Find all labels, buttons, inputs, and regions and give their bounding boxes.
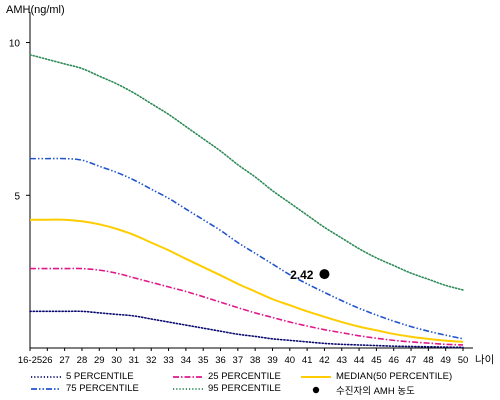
x-tick-label: 45 <box>371 355 382 366</box>
legend-label: 5 PERCENTILE <box>66 371 134 382</box>
x-tick-label: 26 <box>42 355 53 366</box>
legend-label: 25 PERCENTILE <box>208 371 281 382</box>
series-line-5-percentile <box>29 310 464 349</box>
legend-swatch <box>173 375 203 378</box>
patient-amh-value-label: 2.42 <box>290 268 314 282</box>
x-tick-label: 47 <box>406 355 417 366</box>
legend-swatch <box>312 386 320 394</box>
point-layer: 2.42 <box>290 268 330 282</box>
x-tick-label: 38 <box>250 355 261 366</box>
legend-label: MEDIAN(50 PERCENTILE) <box>336 371 453 382</box>
x-tick-label: 35 <box>198 355 209 366</box>
x-tick-label: 30 <box>111 355 122 366</box>
legend-label: 수진자의 AMH 농도 <box>336 386 415 397</box>
x-tick-label: 46 <box>388 355 399 366</box>
ticks: 5 10 16-25 26 27 28 29 30 31 32 33 34 35 36 37 38 39 40 41… <box>9 39 494 366</box>
x-tick-label: 36 <box>215 355 226 366</box>
x-tick-label: 39 <box>267 355 278 366</box>
legend-item: 5 PERCENTILE <box>30 371 134 382</box>
series-line-95-percentile <box>29 53 464 291</box>
x-tick-label: 41 <box>302 355 313 366</box>
legend-item: 95 PERCENTILE <box>172 383 281 394</box>
y-axis-label: AMH(ng/ml) <box>6 4 65 16</box>
legend-swatch <box>31 375 61 378</box>
x-tick-label: 29 <box>94 355 105 366</box>
x-tick-label: 33 <box>163 355 174 366</box>
legend-item: 수진자의 AMH 농도 <box>300 383 415 397</box>
x-axis-label: 나이 <box>475 354 494 366</box>
legend-swatch <box>31 387 61 390</box>
x-tick-label: 28 <box>77 355 88 366</box>
x-tick-label: 42 <box>319 355 330 366</box>
x-tick-label: 37 <box>233 355 244 366</box>
axes <box>29 12 473 349</box>
legend-label: 95 PERCENTILE <box>208 383 281 394</box>
x-tick-label: 49 <box>440 355 451 366</box>
x-tick-label: 44 <box>354 355 365 366</box>
x-tick-label: 34 <box>181 355 192 366</box>
y-tick-label: 10 <box>9 39 21 50</box>
patient-amh-point <box>319 269 330 280</box>
x-tick-label: 48 <box>423 355 434 366</box>
x-tick-label: 27 <box>59 355 70 366</box>
x-tick-label: 32 <box>146 355 157 366</box>
legend-item: 75 PERCENTILE <box>30 383 139 394</box>
legend: 5 PERCENTILE 25 PERCENTILE MEDIAN(50 PERCE… <box>30 371 490 397</box>
series-line-75-percentile <box>30 157 464 340</box>
legend-item: MEDIAN(50 PERCENTILE) <box>300 371 452 382</box>
series-layer <box>29 53 464 349</box>
y-tick-label: 5 <box>14 191 20 202</box>
x-tick-label: 50 <box>458 355 469 366</box>
series-line-median-50-percentile- <box>30 218 464 343</box>
legend-swatch <box>173 387 203 390</box>
series-line-25-percentile <box>30 267 464 346</box>
x-tick-label: 31 <box>129 355 140 366</box>
x-tick-label: 43 <box>336 355 347 366</box>
x-tick-label: 40 <box>285 355 296 366</box>
x-tick-label: 16-25 <box>18 355 42 366</box>
legend-item: 25 PERCENTILE <box>172 371 281 382</box>
legend-label: 75 PERCENTILE <box>66 383 139 394</box>
legend-swatch <box>301 375 331 378</box>
